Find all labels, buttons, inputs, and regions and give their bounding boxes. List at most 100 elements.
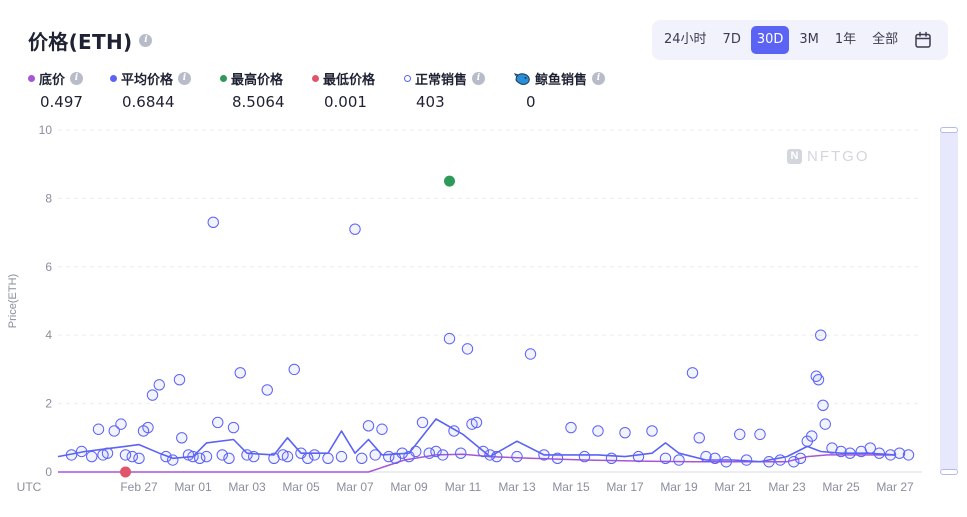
normal-sale-point [153, 379, 165, 391]
legend-label: 最低价格 [323, 73, 376, 88]
legend-item-floor-price[interactable]: 底价 i 0.497 [28, 69, 84, 111]
normal-sales-dot [404, 75, 411, 82]
normal-sale-point [819, 418, 831, 430]
normal-sale-point [281, 450, 294, 463]
normal-sale-point [619, 426, 631, 439]
nftgo-watermark: N NFTGO [787, 148, 870, 165]
normal-sale-point [241, 449, 253, 461]
normal-sale-point [187, 450, 199, 463]
legend-label: 正常销售 [415, 73, 468, 88]
normal-sale-point [119, 449, 132, 461]
normal-sale-point [720, 456, 732, 468]
y-tick-label: 6 [45, 260, 52, 274]
avg-price-dot [110, 75, 117, 82]
normal-sale-point [115, 418, 127, 430]
normal-sale-point [349, 223, 361, 235]
whale-sales-value: 0 [526, 93, 536, 111]
normal-sale-point [470, 416, 483, 429]
normal-sale-point [673, 454, 685, 466]
legend-item-min-price[interactable]: 最低价格 0.001 [312, 69, 375, 111]
normal-sale-point [812, 373, 825, 386]
legend-item-whale-sales[interactable]: 鲸鱼销售 i 0 [514, 69, 606, 111]
calendar-icon[interactable] [914, 31, 932, 49]
normal-sale-point [416, 416, 429, 429]
zoom-handle-bottom[interactable] [940, 469, 958, 475]
x-tick-label: Mar 13 [498, 480, 536, 494]
legend-item-avg-price[interactable]: 平均价格 i 0.6844 [110, 69, 192, 111]
whale-icon [514, 72, 530, 85]
normal-sale-point [302, 452, 314, 465]
min-price-dot [312, 75, 319, 82]
price-scatter-chart[interactable]: 0 2 4 6 8 10 Price(ETH) UTC Feb 27 Mar 01 Mar 03 Ma… [0, 118, 967, 517]
normal-sale-point [396, 447, 408, 459]
normal-sale-point [437, 449, 449, 461]
range-30d-button[interactable]: 30D [750, 26, 790, 54]
range-24h-button[interactable]: 24小时 [664, 32, 707, 47]
normal-sale-point [223, 452, 235, 465]
x-tick-label: Feb 27 [120, 480, 158, 494]
normal-sale-point [740, 454, 753, 466]
normal-sale-point [430, 445, 442, 458]
normal-sale-point [605, 452, 618, 465]
normal-sale-point [176, 432, 188, 444]
normal-sale-point [817, 399, 829, 412]
avg-price-line [57, 418, 896, 463]
x-tick-label: Mar 01 [174, 480, 212, 494]
normal-sale-point [524, 348, 537, 360]
nftgo-logo-icon: N [787, 149, 802, 164]
normal-sale-point [133, 452, 145, 465]
normal-sale-point [734, 428, 746, 441]
normal-sale-point [248, 450, 260, 463]
normal-sale-point [893, 447, 906, 459]
legend-item-normal-sales[interactable]: 正常销售 i 403 [404, 69, 486, 111]
y-tick-label: 10 [39, 123, 53, 137]
normal-sale-point [212, 416, 224, 429]
normal-sale-point [864, 442, 876, 454]
normal-sale-point [322, 452, 334, 465]
normal-sale-point [709, 452, 721, 465]
max-price-point [444, 175, 455, 187]
legend-item-max-price[interactable]: 最高价格 8.5064 [220, 69, 285, 111]
normal-sale-point [538, 449, 550, 461]
range-7d-button[interactable]: 7D [722, 32, 741, 47]
range-all-button[interactable]: 全部 [872, 32, 899, 47]
x-tick-label: Mar 15 [552, 480, 590, 494]
normal-sale-point [686, 367, 699, 379]
y-tick-label: 0 [45, 465, 52, 479]
range-3m-button[interactable]: 3M [799, 32, 819, 47]
normal-sale-point [443, 332, 456, 345]
normal-sale-point [754, 428, 766, 441]
timezone-label: UTC [17, 480, 42, 494]
zoom-handle-top[interactable] [940, 127, 958, 133]
normal-sale-point [207, 216, 219, 229]
normal-sale-point [101, 447, 114, 459]
legend-label: 底价 [39, 73, 66, 88]
normal-sale-point [788, 456, 800, 468]
normal-sale-point [763, 456, 775, 468]
normal-sale-point [167, 454, 179, 466]
normal-sale-point [383, 450, 395, 463]
normal-sale-point [216, 449, 228, 461]
normal-sale-point [565, 421, 577, 434]
x-tick-label: Mar 17 [606, 480, 644, 494]
info-icon[interactable]: i [139, 34, 153, 47]
normal-sale-point [491, 450, 503, 463]
watermark-text: NFTGO [807, 148, 870, 165]
normal-sale-point [455, 447, 467, 459]
price-chart[interactable]: 0 2 4 6 8 10 Price(ETH) UTC Feb 27 Mar 01 Mar 03 Ma… [0, 118, 967, 517]
x-tick-label: Mar 19 [660, 480, 698, 494]
x-tick-label: Mar 23 [768, 480, 806, 494]
floor-price-value: 0.497 [40, 93, 83, 111]
range-1y-button[interactable]: 1年 [834, 32, 857, 47]
zoom-slider[interactable] [940, 127, 958, 475]
info-icon[interactable]: i [472, 72, 486, 85]
page-title: 价格(ETH) [28, 30, 133, 54]
normal-sale-point [902, 449, 915, 461]
max-price-dot [220, 75, 227, 82]
normal-sale-point [461, 343, 474, 355]
normal-sale-point [844, 447, 856, 459]
info-icon[interactable]: i [70, 72, 84, 85]
info-icon[interactable]: i [592, 72, 606, 85]
info-icon[interactable]: i [178, 72, 192, 85]
normal-sale-point [369, 449, 381, 461]
